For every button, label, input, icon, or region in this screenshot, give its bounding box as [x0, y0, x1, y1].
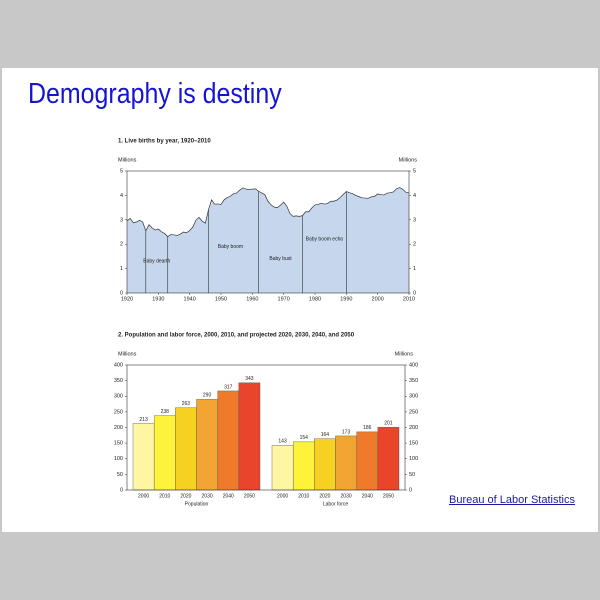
x-tick-label: 2030 — [202, 493, 213, 499]
x-tick-label: 2010 — [298, 493, 309, 499]
period-label: Baby bust — [269, 256, 292, 262]
slide: Demography is destiny Bureau of Labor St… — [2, 68, 598, 532]
plot-frame — [126, 170, 410, 294]
y-tick-label: 2 — [120, 242, 123, 248]
bar — [271, 445, 294, 491]
y-tick-label: 100 — [114, 456, 123, 462]
group-label: Population — [185, 501, 209, 507]
group-label: Labor force — [323, 501, 349, 507]
chart-title: 2. Population and labor force, 2000, 201… — [118, 333, 355, 339]
source-link[interactable]: Bureau of Labor Statistics — [449, 494, 575, 506]
bar — [132, 423, 155, 491]
bar — [314, 438, 336, 491]
x-tick-label: 1940 — [184, 296, 196, 302]
x-tick-label: 1960 — [246, 296, 258, 302]
bar — [292, 441, 315, 491]
y-tick-label: 4 — [120, 193, 123, 199]
value-label: 263 — [182, 401, 191, 407]
value-label: 164 — [321, 432, 330, 438]
y-tick-label: 0 — [120, 290, 123, 296]
y2-tick-label: 50 — [409, 472, 415, 478]
y-tick-label: 0 — [120, 487, 123, 493]
y2-tick-label: 100 — [409, 456, 418, 462]
x-tick-label: 2040 — [362, 493, 373, 499]
x-tick-label: 2020 — [180, 493, 191, 499]
value-label: 186 — [363, 425, 372, 431]
period-label: Baby boom echo — [306, 237, 344, 243]
y2-tick-label: 400 — [409, 362, 418, 368]
x-tick-label: 1970 — [278, 296, 290, 302]
y2-tick-label: 150 — [409, 441, 418, 447]
y-tick-label: 150 — [114, 441, 123, 447]
y2-axis-label: Millions — [399, 157, 418, 163]
bar — [196, 399, 218, 491]
x-tick-label: 1920 — [121, 296, 133, 302]
y-axis-label: Millions — [118, 351, 137, 357]
x-tick-label: 2000 — [372, 296, 384, 302]
value-label: 173 — [342, 429, 351, 435]
x-tick-label: 1930 — [152, 296, 164, 302]
y2-tick-label: 0 — [413, 290, 416, 296]
y2-tick-label: 1 — [413, 266, 416, 272]
y2-tick-label: 0 — [409, 487, 412, 493]
x-tick-label: 1950 — [215, 296, 227, 302]
x-tick-label: 2010 — [403, 296, 415, 302]
y-tick-label: 50 — [117, 472, 123, 478]
y-tick-label: 5 — [120, 168, 123, 174]
x-tick-label: 2050 — [244, 493, 255, 499]
y-tick-label: 300 — [114, 394, 123, 400]
area-fill — [127, 187, 409, 293]
bar — [153, 415, 176, 491]
bar — [335, 435, 357, 491]
y2-tick-label: 3 — [413, 217, 416, 223]
value-label: 290 — [203, 393, 212, 399]
x-tick-label: 2000 — [277, 493, 288, 499]
bar — [217, 390, 240, 491]
x-tick-label: 2010 — [159, 493, 170, 499]
value-label: 343 — [245, 376, 254, 382]
y-tick-label: 1 — [120, 266, 123, 272]
bar — [175, 407, 197, 491]
x-tick-label: 2020 — [319, 493, 330, 499]
x-tick-label: 2050 — [383, 493, 394, 499]
value-label: 213 — [139, 417, 148, 423]
y-axis-label: Millions — [118, 157, 137, 163]
x-tick-label: 1990 — [340, 296, 352, 302]
y-tick-label: 200 — [114, 425, 123, 431]
y2-tick-label: 200 — [409, 425, 418, 431]
bar — [238, 382, 261, 491]
x-tick-label: 1980 — [309, 296, 321, 302]
slide-title: Demography is destiny — [28, 78, 282, 110]
y2-tick-label: 4 — [413, 193, 416, 199]
y2-tick-label: 250 — [409, 409, 418, 415]
x-tick-label: 2000 — [138, 493, 149, 499]
y-tick-label: 350 — [114, 378, 123, 384]
y-tick-label: 400 — [114, 362, 123, 368]
period-label: Baby dearth — [143, 259, 170, 265]
plot-frame — [126, 364, 406, 491]
y-tick-label: 250 — [114, 409, 123, 415]
value-label: 143 — [278, 439, 287, 445]
bar — [356, 431, 379, 491]
value-label: 238 — [161, 409, 170, 415]
y2-axis-label: Millions — [395, 351, 414, 357]
x-tick-label: 2030 — [341, 493, 352, 499]
y2-tick-label: 5 — [413, 168, 416, 174]
value-label: 201 — [384, 421, 393, 427]
value-label: 154 — [300, 435, 309, 441]
y2-tick-label: 350 — [409, 378, 418, 384]
charts: 1. Live births by year, 1920–2010 Million… — [114, 139, 418, 508]
x-tick-label: 2040 — [223, 493, 234, 499]
y-tick-label: 3 — [120, 217, 123, 223]
y2-tick-label: 300 — [409, 394, 418, 400]
y2-tick-label: 2 — [413, 242, 416, 248]
chart-title: 1. Live births by year, 1920–2010 — [118, 139, 211, 145]
bar — [377, 426, 400, 491]
period-label: Baby boom — [218, 244, 243, 250]
births-line — [126, 187, 410, 238]
value-label: 317 — [224, 384, 233, 390]
